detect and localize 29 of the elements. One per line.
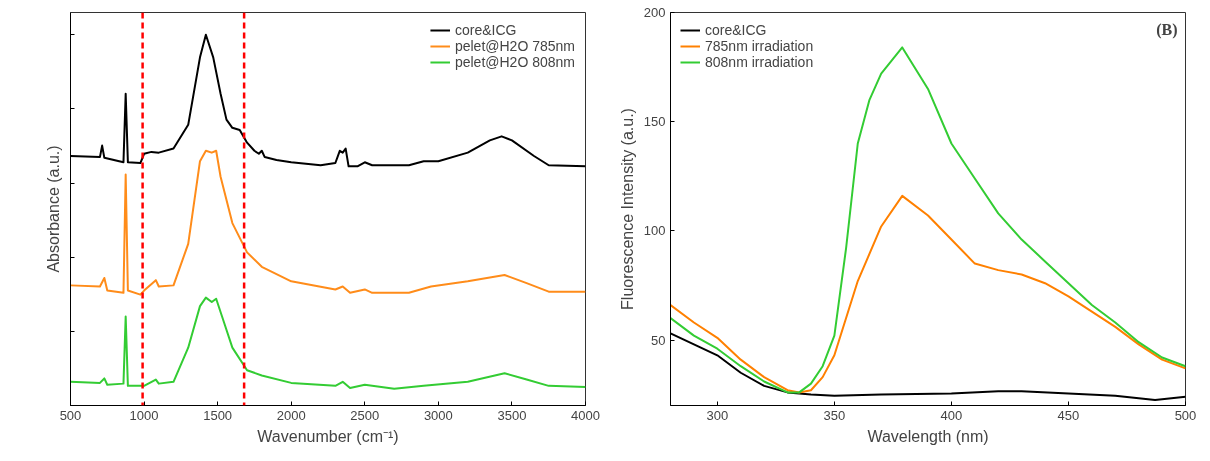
x-tick-label: 2000 (276, 407, 306, 423)
x-tick-label: 3000 (423, 407, 453, 423)
legend-label: 808nm irradiation (705, 54, 814, 70)
y-tick-label: 200 (643, 5, 666, 20)
legend-label: core&ICG (705, 22, 767, 38)
x-tick-label: 300 (706, 407, 729, 423)
x-tick-label: 2500 (350, 407, 380, 423)
y-tick-label: 150 (643, 114, 666, 130)
x-tick-label: 1500 (203, 407, 233, 423)
x-tick-label: 350 (823, 407, 846, 423)
x-axis-title: Wavenumber (cm⁻¹) (257, 427, 399, 445)
x-axis-title: Wavelength (nm) (867, 427, 989, 445)
legend-label: core&ICG (454, 22, 517, 38)
x-tick-label: 450 (1057, 407, 1080, 423)
y-axis-title: Fluorescence Intensity (a.u.) (618, 108, 636, 310)
line-series (670, 194, 1186, 394)
x-tick-label: 1000 (129, 407, 159, 423)
x-tick-label: 3500 (497, 407, 527, 423)
legend-label: 785nm irradiation (705, 38, 814, 54)
x-tick-label: 500 (59, 407, 82, 423)
x-tick-label: 4000 (571, 407, 600, 423)
x-tick-label: 400 (940, 407, 963, 423)
legend-label: pelet@H2O 785nm (454, 38, 575, 54)
y-tick-label: 100 (643, 223, 666, 239)
y-tick-label: 50 (651, 332, 666, 348)
legend-label: pelet@H2O 808nm (454, 54, 575, 70)
y-axis-title: Absorbance (a.u.) (44, 145, 62, 273)
annotation: (B) (1156, 20, 1178, 39)
x-tick-label: 500 (1174, 407, 1197, 423)
